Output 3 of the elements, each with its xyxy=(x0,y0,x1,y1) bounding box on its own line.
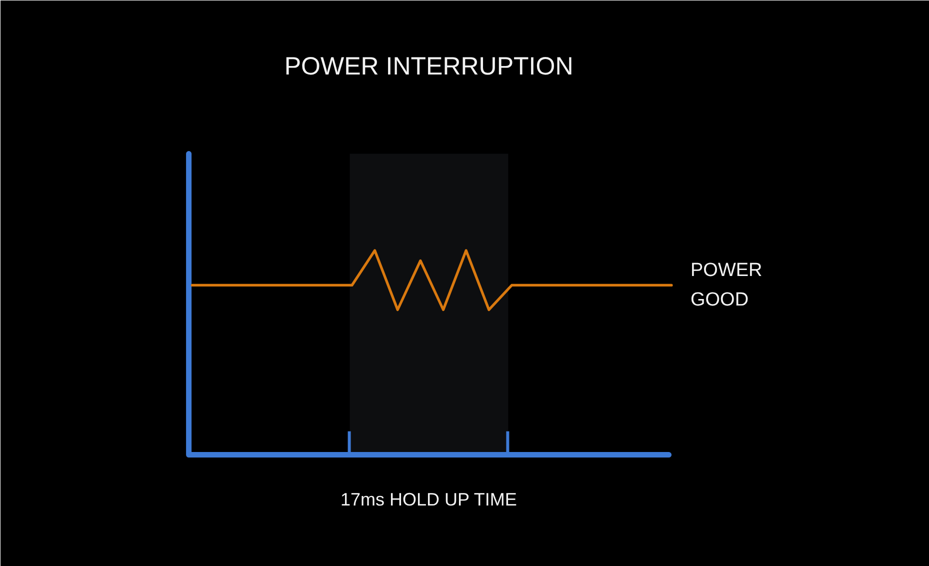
chart-title: POWER INTERRUPTION xyxy=(284,52,574,80)
series-label: POWER GOOD xyxy=(690,260,762,311)
text: 17ms HOLD UP TIME xyxy=(340,490,517,510)
